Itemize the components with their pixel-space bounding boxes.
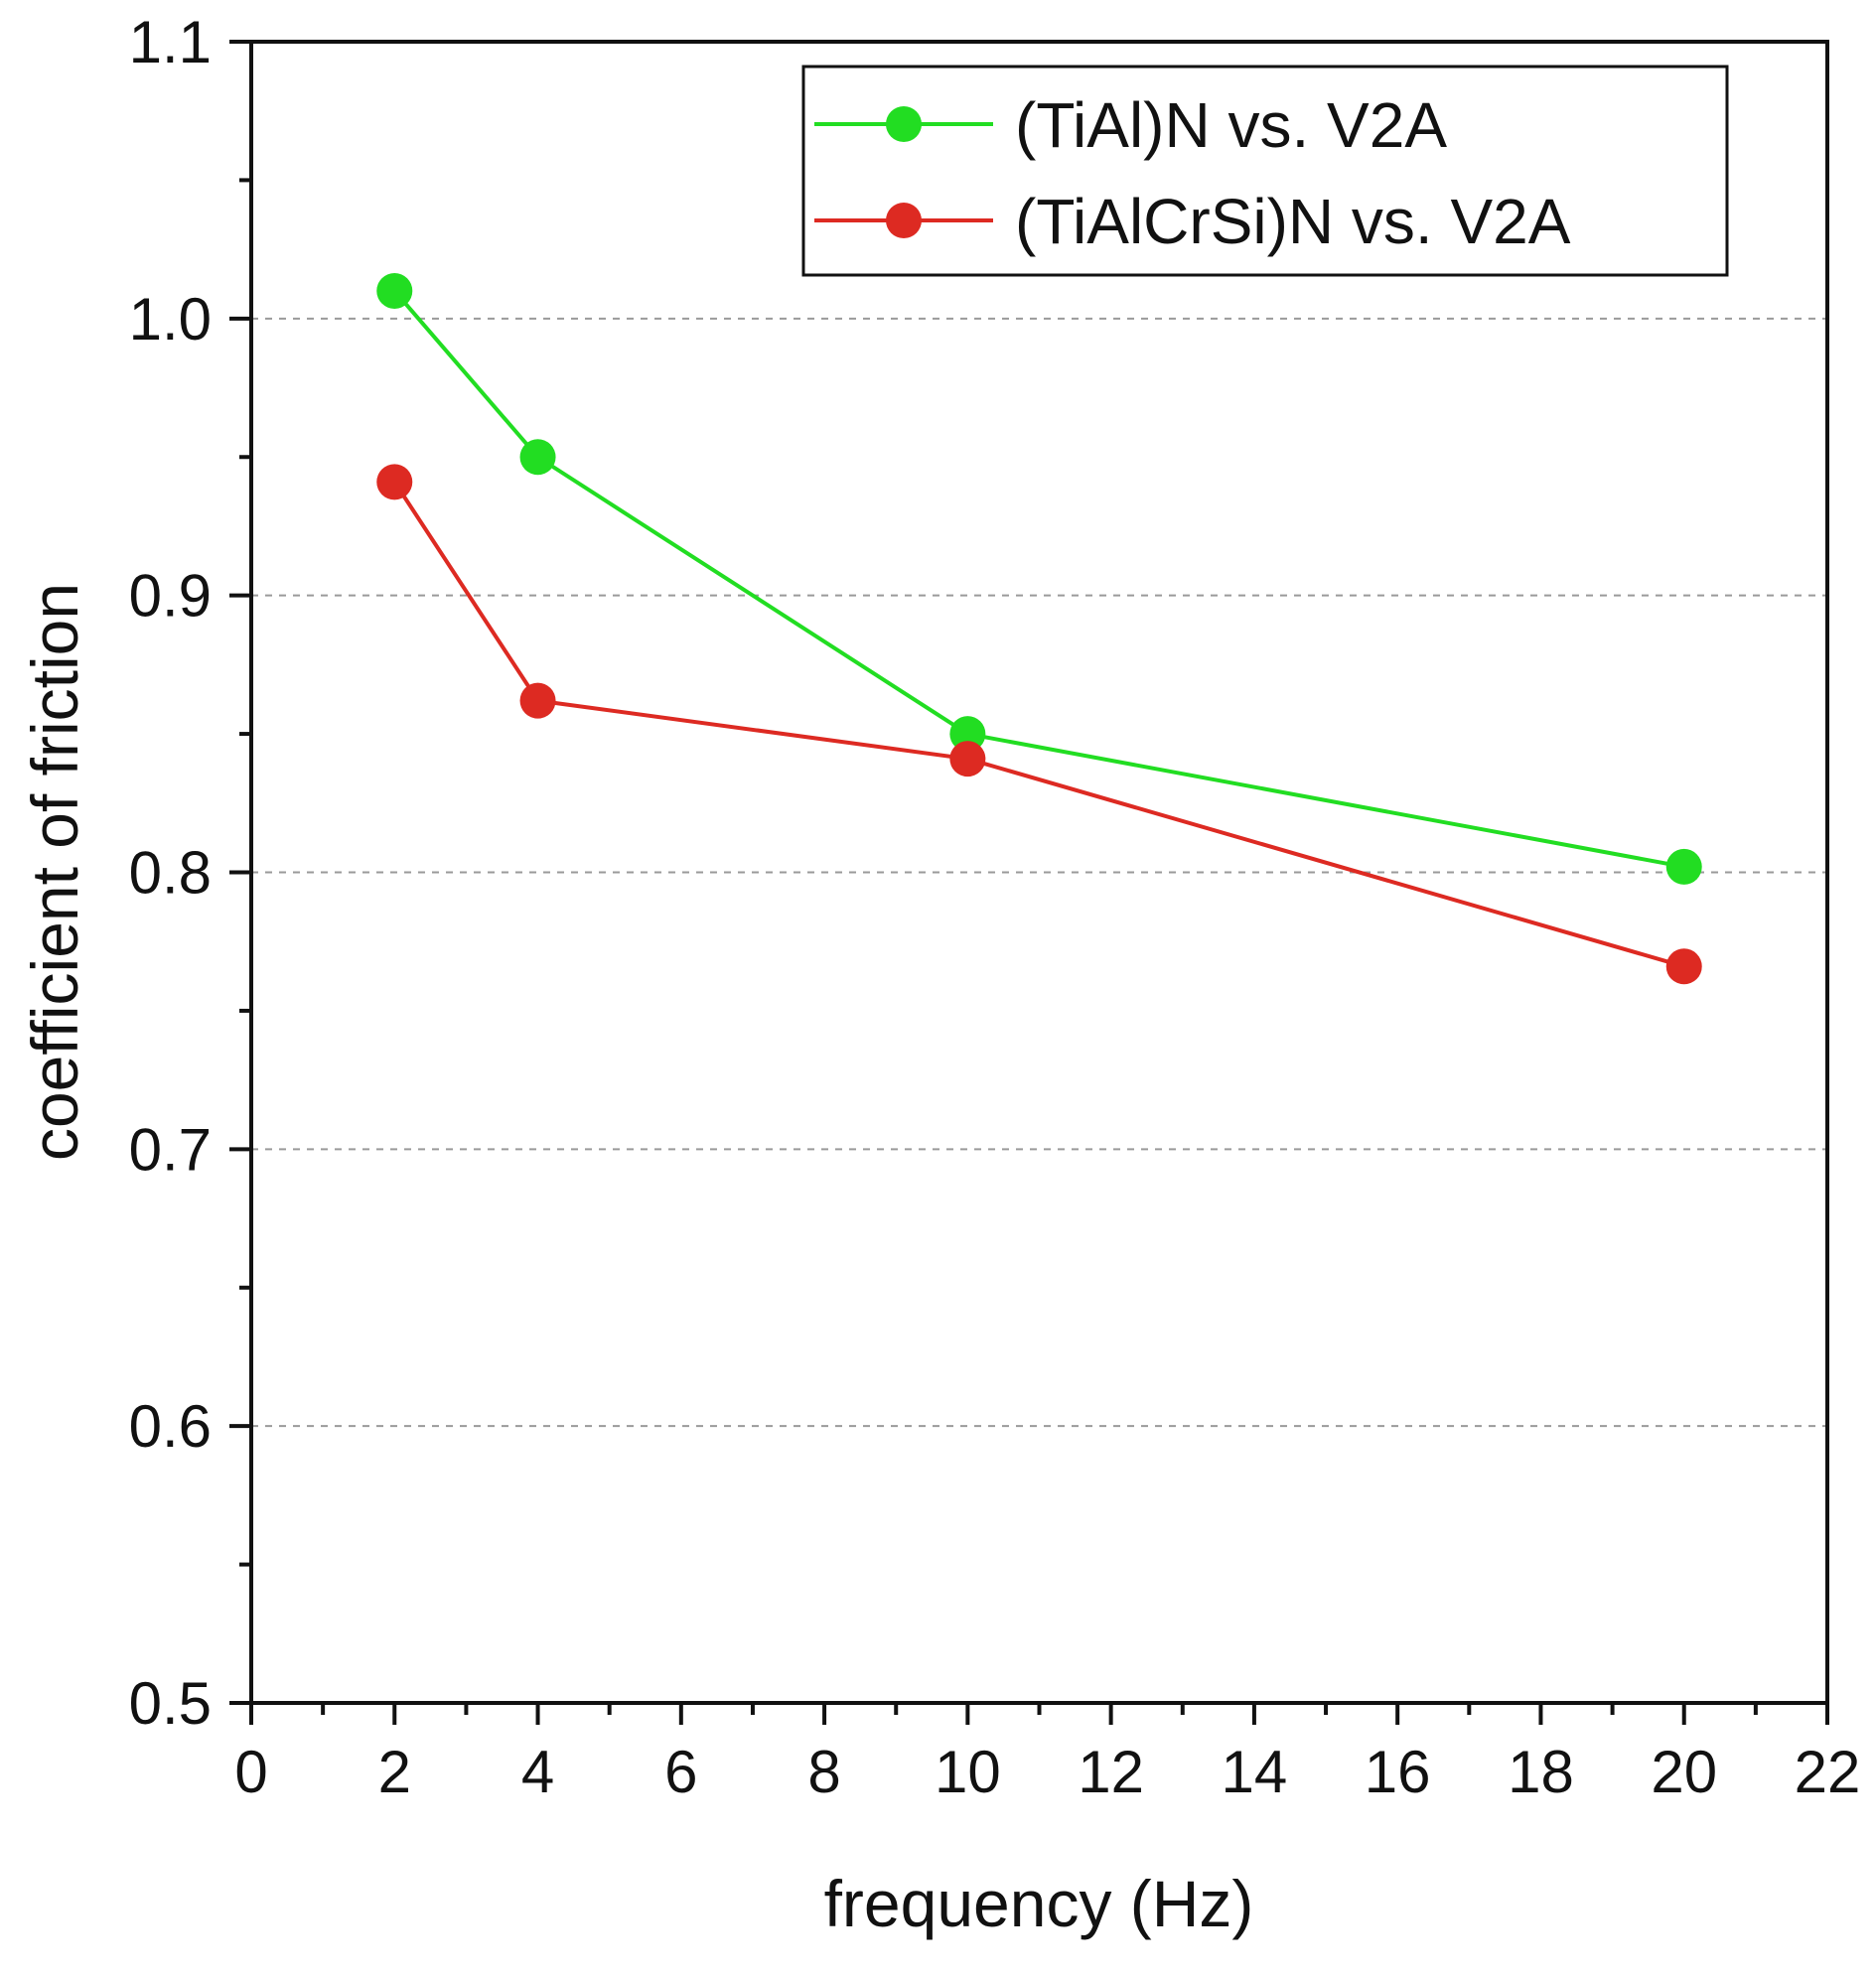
major-ticks: [229, 40, 1829, 1725]
x-tick-label: 4: [521, 1739, 554, 1805]
data-point-series-0: [376, 272, 413, 309]
x-tick-label: 6: [664, 1739, 697, 1805]
x-tick-label: 20: [1651, 1739, 1717, 1805]
y-tick-label: 0.8: [129, 840, 212, 907]
y-tick-label: 0.6: [129, 1393, 212, 1460]
data-point-series-0: [949, 716, 986, 753]
x-tick-label: 18: [1508, 1739, 1574, 1805]
y-tick-label: 0.9: [129, 563, 212, 630]
y-tick-label: 0.5: [129, 1670, 212, 1737]
data-point-series-0: [519, 439, 556, 476]
legend-label-tial: (TiAl)N vs. V2A: [1015, 89, 1447, 161]
minor-ticks: [239, 178, 1758, 1715]
legend-label-tialcrsi: (TiAlCrSi)N vs. V2A: [1015, 186, 1571, 257]
x-tick-labels: 0 2 4 6 8 10 12 14 16 18 20 22: [234, 1739, 1860, 1805]
y-tick-label: 1.1: [129, 9, 212, 75]
x-tick-label: 22: [1795, 1739, 1861, 1805]
legend: (TiAl)N vs. V2A (TiAlCrSi)N vs. V2A: [801, 65, 1729, 277]
legend-marker-tialcrsi: [886, 203, 922, 238]
plot-frame: [249, 40, 1829, 1705]
series-line-1: [392, 481, 1685, 969]
legend-box: [801, 65, 1729, 277]
x-axis-title: frequency (Hz): [824, 1867, 1254, 1940]
legend-marker-tial: [886, 106, 922, 142]
x-tick-label: 10: [935, 1739, 1001, 1805]
x-tick-label: 16: [1365, 1739, 1431, 1805]
series-line-0: [392, 289, 1685, 869]
y-tick-labels: 0.5 0.6 0.7 0.8 0.9 1.0 1.1: [129, 9, 212, 1737]
x-tick-label: 12: [1078, 1739, 1144, 1805]
y-tick-label: 0.7: [129, 1116, 212, 1183]
x-tick-label: 8: [807, 1739, 840, 1805]
data-point-series-0: [1665, 848, 1702, 885]
data-point-series-1: [376, 464, 413, 500]
y-axis-title: coefficient of friction: [18, 583, 91, 1161]
grid-lines: [251, 317, 1827, 1428]
series: [376, 272, 1702, 985]
data-point-series-1: [1665, 948, 1702, 985]
y-tick-label: 1.0: [129, 286, 212, 353]
x-tick-label: 0: [234, 1739, 267, 1805]
data-point-series-1: [949, 741, 986, 777]
x-tick-label: 14: [1222, 1739, 1288, 1805]
data-point-series-1: [519, 682, 556, 719]
x-tick-label: 2: [378, 1739, 411, 1805]
